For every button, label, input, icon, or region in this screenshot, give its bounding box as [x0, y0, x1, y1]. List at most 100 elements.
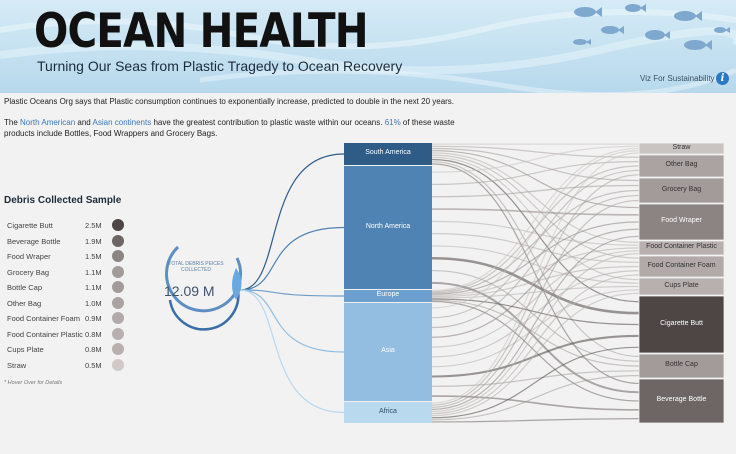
debris-color-dot [112, 358, 124, 371]
highlight-north-american: North American [20, 118, 76, 127]
debris-bar[interactable] [638, 353, 725, 379]
flow-link [431, 300, 640, 402]
debris-color-dot [112, 234, 124, 247]
total-circle [165, 245, 243, 331]
debris-value: 1.1M [85, 283, 102, 292]
page-subtitle: Turning Our Seas from Plastic Tragedy to… [37, 58, 403, 74]
intro-text: and [75, 118, 93, 127]
debris-bar[interactable] [638, 277, 725, 296]
debris-name: Other Bag [7, 298, 42, 308]
debris-color-dot [112, 219, 124, 231]
debris-bar[interactable] [638, 295, 725, 354]
continent-bar[interactable] [344, 166, 432, 289]
continent-connectors [239, 153, 345, 414]
debris-bar[interactable] [638, 154, 725, 178]
flow-link [431, 247, 640, 296]
flow-link [431, 270, 640, 358]
debris-name: Cigarette Butt [7, 221, 53, 230]
continent-bar[interactable] [344, 290, 432, 302]
debris-bar[interactable] [638, 240, 725, 256]
debris-type-label: Food Container Foam [647, 261, 716, 269]
debris-bar[interactable] [638, 203, 725, 241]
flow-link [431, 269, 640, 362]
debris-type-label: Straw [672, 143, 691, 151]
continent-bar[interactable] [344, 402, 432, 423]
flow-link [431, 375, 640, 421]
debris-value: 1.1M [85, 267, 102, 277]
continent-label: Asia [381, 347, 395, 354]
flow-link [431, 395, 640, 411]
flow-link [431, 147, 640, 182]
debris-value: 0.8M [85, 345, 102, 354]
debris-bar[interactable] [638, 177, 725, 204]
debris-value: 0.8M [85, 329, 102, 339]
flow-link [431, 194, 640, 329]
debris-type-label: Food Wraper [661, 217, 702, 224]
connector-line [239, 289, 345, 353]
debris-value: 0.5M [85, 360, 102, 370]
continent-bar[interactable] [344, 303, 432, 401]
continent-bars [344, 143, 432, 423]
flow-link [431, 161, 640, 357]
debris-type-label: Bottle Cap [665, 361, 698, 368]
flow-link [431, 250, 640, 348]
debris-bar[interactable] [638, 255, 725, 278]
flow-link [431, 221, 640, 295]
continent-label: South America [365, 149, 411, 156]
debris-type-label: Grocery Bag [661, 185, 702, 193]
intro-text: of these waste products include Bottles,… [4, 118, 455, 138]
debris-color-dot [112, 250, 124, 262]
intro-line-2: The North American and Asian continents … [4, 117, 474, 139]
debris-color-dot [112, 281, 124, 293]
intro-text: have the greatest contribution to plasti… [151, 118, 385, 127]
flow-link [431, 152, 640, 404]
flow-link [431, 253, 640, 413]
debris-value: 1.5M [85, 252, 102, 261]
debris-value: 0.9M [85, 314, 102, 323]
flow-link [431, 169, 640, 319]
debris-bars [638, 142, 725, 424]
debris-color-dot [112, 265, 124, 278]
flow-link [431, 334, 640, 378]
total-value: 12.09 M [164, 283, 215, 299]
flow-links [431, 143, 640, 423]
debris-type-label: Beverage Bottle [656, 396, 707, 403]
flow-link [431, 154, 640, 259]
highlight-asian-continents: Asian continents [92, 118, 152, 127]
flow-link [431, 208, 640, 216]
debris-value: 1.0M [85, 298, 102, 308]
continent-label: Africa [379, 407, 397, 415]
flow-link [431, 346, 640, 419]
flow-link [431, 150, 640, 309]
flow-link [431, 292, 640, 417]
connector-line [239, 226, 345, 291]
flow-link [431, 418, 640, 423]
debris-color-dot [112, 327, 124, 340]
intro-text: The [4, 118, 21, 127]
flow-link [431, 184, 640, 198]
debris-name: Food Wraper [7, 252, 51, 261]
continent-bar[interactable] [344, 143, 432, 165]
flow-link [431, 370, 640, 387]
flow-link [431, 150, 640, 209]
header-banner: OCEAN HEALTH Turning Our Seas from Plast… [0, 0, 736, 93]
info-icon[interactable]: i [716, 72, 729, 85]
debris-name: Straw [7, 360, 27, 370]
debris-bar[interactable] [638, 142, 725, 155]
debris-type-label: Cups Plate [664, 281, 699, 289]
debris-bar[interactable] [638, 378, 725, 424]
viz-for-sustainability-link[interactable]: Viz For Sustainability [640, 74, 715, 83]
debris-type-label: Other Bag [665, 161, 698, 168]
flow-link [431, 158, 640, 303]
flow-link [431, 152, 640, 243]
flow-link [431, 228, 640, 338]
flow-link [431, 145, 640, 173]
debris-value: 2.5M [85, 221, 102, 230]
debris-color-dot [112, 343, 124, 355]
debris-color-dot [112, 296, 124, 309]
debris-type-label: Cigarette Butt [660, 319, 703, 327]
fish-school-icon [573, 4, 730, 50]
debris-type-label: Food Container Plastic [646, 243, 717, 250]
debris-name: Grocery Bag [7, 267, 50, 277]
